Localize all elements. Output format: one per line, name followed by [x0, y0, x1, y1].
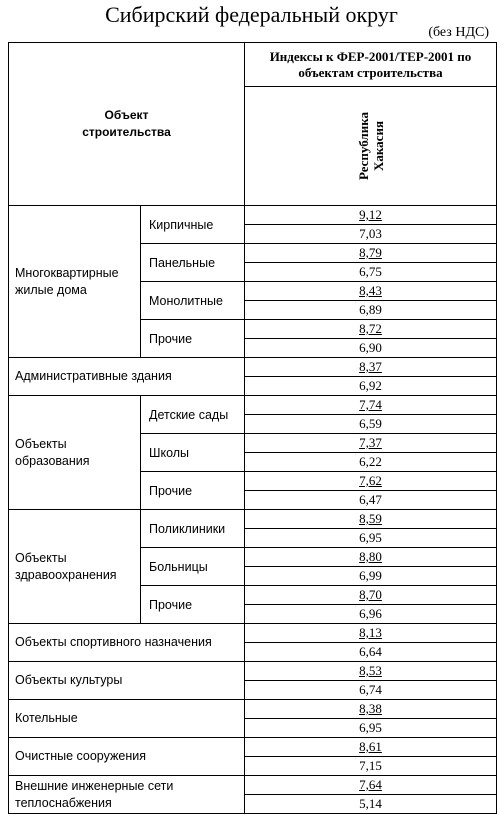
- value-cell: 7,74 6,59: [244, 395, 497, 434]
- value-cell: 8,13 6,64: [244, 623, 497, 662]
- object-label: Котельные: [8, 699, 245, 738]
- value-cell: 8,38 6,95: [244, 699, 497, 738]
- subtype-label: Прочие: [140, 471, 245, 510]
- value-cell: 9,12 7,03: [244, 205, 497, 244]
- header-region: Республика Хакасия: [244, 86, 497, 206]
- object-label: Объекты культуры: [8, 661, 245, 700]
- value-cell: 7,64 5,14: [244, 775, 497, 814]
- object-label: Административные здания: [8, 357, 245, 396]
- value-cell: 8,37 6,92: [244, 357, 497, 396]
- object-label: Внешние инженерные сети теплоснабжения: [8, 775, 245, 814]
- table-row: Монолитные 8,43 6,89: [9, 281, 497, 320]
- header-object: Объект строительства: [8, 42, 245, 206]
- header-index: Индексы к ФЕР-2001/ТЕР-2001 по объектам …: [244, 42, 497, 87]
- table-row: Объекты образования Детские сады 7,74 6,5…: [8, 395, 497, 510]
- subtype-label: Прочие: [140, 585, 245, 624]
- value-cell: 8,61 7,15: [244, 737, 497, 776]
- group-label: Объекты образования: [8, 395, 141, 510]
- subtype-label: Детские сады: [140, 395, 245, 434]
- value-cell: 8,80 6,99: [244, 547, 497, 586]
- table-row: Внешние инженерные сети теплоснабжения 7…: [8, 775, 497, 814]
- table-row: Котельные 8,38 6,95: [8, 699, 497, 738]
- value-cell: 8,72 6,90: [244, 319, 497, 358]
- object-label: Объекты спортивного назначения: [8, 623, 245, 662]
- value-cell: 8,53 6,74: [244, 661, 497, 700]
- table-row: Очистные сооружения 8,61 7,15: [8, 737, 497, 776]
- index-table: Объект строительства Индексы к ФЕР-2001/…: [8, 42, 497, 814]
- table-row: Многоквартирные жилые дома Кирпичные 9,1…: [8, 205, 497, 358]
- value-cell: 8,70 6,96: [244, 585, 497, 624]
- value-cell: 8,59 6,95: [244, 509, 497, 548]
- subtype-label: Панельные: [140, 243, 245, 282]
- subtype-label: Прочие: [140, 319, 245, 358]
- value-cell: 8,43 6,89: [244, 281, 497, 320]
- table-row: Больницы 8,80 6,99: [9, 547, 497, 586]
- group-label: Объекты здравоохранения: [8, 509, 141, 624]
- table-row: Объекты спортивного назначения 8,13 6,64: [8, 623, 497, 662]
- table-row: Объекты здравоохранения Поликлиники 8,59…: [8, 509, 497, 624]
- subtype-label: Школы: [140, 433, 245, 472]
- value-cell: 7,37 6,22: [244, 433, 497, 472]
- table-row: Прочие 8,70 6,96: [9, 585, 497, 624]
- table-row: Школы 7,37 6,22: [9, 433, 497, 472]
- table-row: Административные здания 8,37 6,92: [8, 357, 497, 396]
- page-title: Сибирский федеральный округ: [105, 2, 398, 27]
- table-row: Объекты культуры 8,53 6,74: [8, 661, 497, 700]
- value-cell: 8,79 6,75: [244, 243, 497, 282]
- vat-note: (без НДС): [428, 25, 489, 40]
- table-row: Прочие 7,62 6,47: [9, 471, 497, 510]
- subtype-label: Поликлиники: [140, 509, 245, 548]
- value-cell: 7,62 6,47: [244, 471, 497, 510]
- subtype-label: Монолитные: [140, 281, 245, 320]
- table-row: Панельные 8,79 6,75: [9, 243, 497, 282]
- subtype-label: Больницы: [140, 547, 245, 586]
- object-label: Очистные сооружения: [8, 737, 245, 776]
- subtype-label: Кирпичные: [140, 205, 245, 244]
- group-label: Многоквартирные жилые дома: [8, 205, 141, 358]
